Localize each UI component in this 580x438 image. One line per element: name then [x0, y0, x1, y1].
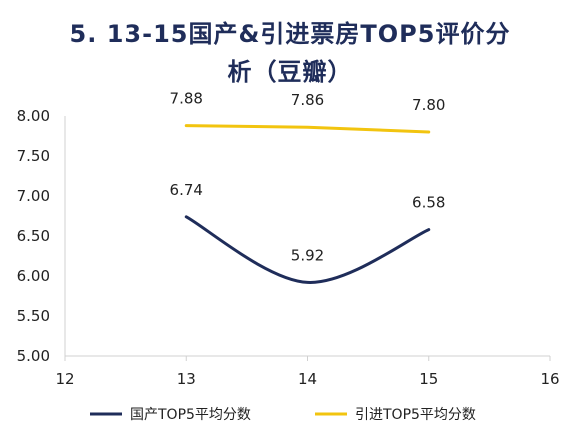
- x-tick-label: 16: [540, 370, 559, 388]
- x-tick-label: 13: [177, 370, 196, 388]
- data-label: 6.74: [170, 181, 203, 199]
- data-label: 7.80: [412, 96, 445, 114]
- data-label: 7.86: [291, 91, 324, 109]
- y-tick-label: 7.00: [17, 187, 50, 205]
- x-tick-label: 15: [419, 370, 438, 388]
- y-tick-label: 5.50: [17, 307, 50, 325]
- y-tick-label: 5.00: [17, 347, 50, 365]
- chart-title-line-2: 析（豆瓣）: [227, 58, 353, 86]
- legend: 国产TOP5平均分数 引进TOP5平均分数: [90, 407, 476, 423]
- series-line-0: [184, 215, 431, 284]
- legend-label: 国产TOP5平均分数: [130, 407, 251, 423]
- series-line-1: [184, 124, 431, 134]
- y-tick-label: 8.00: [17, 107, 50, 125]
- x-tick-label: 12: [55, 370, 74, 388]
- x-tick-label: 14: [298, 370, 317, 388]
- legend-label: 引进TOP5平均分数: [355, 407, 476, 423]
- y-tick-label: 7.50: [17, 147, 50, 165]
- series-layer: [184, 124, 431, 284]
- data-label: 6.58: [412, 194, 445, 212]
- data-label: 7.88: [170, 90, 203, 108]
- axes: 8.00 7.50 7.00 6.50 6.00 5.50 5.00 12 13 14 15 16: [17, 107, 560, 388]
- y-tick-label: 6.00: [17, 267, 50, 285]
- data-labels: 6.74 5.92 6.58 7.88 7.86 7.80: [170, 90, 446, 265]
- chart-title-line-1: 5. 13-15国产&引进票房TOP5评价分: [69, 20, 511, 48]
- y-tick-label: 6.50: [17, 227, 50, 245]
- data-label: 5.92: [291, 246, 324, 264]
